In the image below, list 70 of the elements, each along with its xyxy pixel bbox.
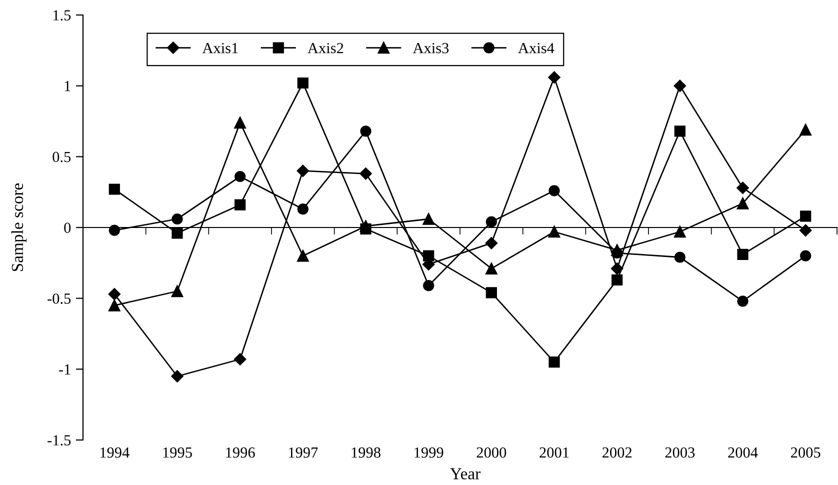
point	[674, 126, 686, 137]
point	[171, 285, 184, 298]
y-tick-label: 0.5	[52, 152, 71, 162]
legend-label: Axis1	[202, 43, 238, 54]
x-tick-label: 2000	[476, 447, 506, 458]
point	[297, 204, 308, 215]
point	[108, 184, 120, 195]
point	[800, 210, 812, 222]
point	[297, 250, 309, 262]
point	[423, 250, 434, 262]
legend-label: Axis3	[412, 43, 449, 54]
x-tick-label: 2004	[728, 447, 758, 458]
point	[297, 77, 308, 89]
point	[422, 213, 434, 225]
point	[674, 226, 686, 238]
point	[172, 213, 183, 225]
point	[736, 182, 749, 194]
x-tick-label: 1994	[100, 447, 130, 458]
point	[108, 288, 121, 300]
point	[612, 274, 623, 286]
point	[423, 280, 434, 292]
x-tick-label: 1997	[288, 447, 318, 458]
point	[486, 262, 498, 274]
y-tick-label: -1	[59, 364, 70, 374]
x-tick-label: 2001	[540, 447, 569, 458]
point	[486, 216, 497, 228]
x-tick-label: 2003	[665, 447, 695, 458]
point	[674, 252, 686, 263]
point	[234, 353, 246, 366]
y-tick-label: 1.5	[53, 10, 71, 21]
point	[800, 250, 812, 262]
point	[737, 248, 748, 260]
x-tick-label: 1998	[352, 447, 380, 458]
point	[737, 296, 748, 307]
x-tick-label: 1995	[163, 447, 192, 458]
point	[610, 262, 624, 275]
point	[548, 226, 560, 238]
point	[486, 287, 497, 298]
point	[234, 170, 246, 182]
x-axis-title: Year	[450, 468, 480, 480]
x-tick-label: 2005	[790, 447, 820, 458]
y-tick-label: -1.5	[48, 435, 71, 446]
point	[485, 236, 498, 250]
point	[612, 247, 623, 259]
y-tick-label: 1	[64, 81, 70, 92]
x-tick-label: 2002	[602, 447, 632, 458]
point	[548, 71, 560, 84]
point	[172, 228, 183, 239]
point	[799, 224, 812, 236]
point	[108, 300, 120, 312]
point	[548, 185, 560, 196]
point	[360, 126, 372, 137]
point	[360, 220, 372, 232]
point	[171, 370, 184, 382]
legend-label: Axis2	[308, 43, 344, 54]
x-tick-label: 1996	[226, 447, 255, 458]
x-tick-label: 1999	[414, 447, 444, 458]
y-tick-label: -0.5	[48, 293, 71, 304]
point	[296, 164, 310, 177]
point	[234, 199, 246, 210]
point	[108, 224, 120, 236]
y-tick-label: 0	[64, 222, 71, 233]
point	[736, 198, 749, 210]
y-axis-title: Sample score	[11, 183, 26, 272]
legend-label: Axis4	[518, 43, 554, 54]
point	[674, 80, 686, 92]
point	[360, 168, 372, 180]
point	[548, 356, 560, 368]
point	[234, 116, 246, 129]
point	[800, 124, 812, 136]
